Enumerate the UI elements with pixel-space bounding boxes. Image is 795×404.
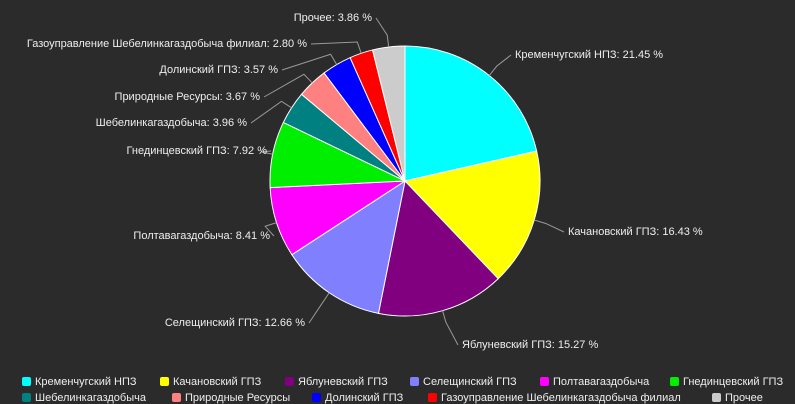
data-label: Гнединцевский ГПЗ: 7.92 %: [127, 145, 268, 157]
leader-line: [281, 53, 338, 71]
legend-swatch[interactable]: [22, 377, 31, 386]
data-label: Яблуневский ГПЗ: 15.27 %: [462, 339, 598, 351]
data-label: Селещинский ГПЗ: 12.66 %: [165, 317, 305, 329]
legend-swatch[interactable]: [670, 377, 679, 386]
leader-line: [308, 292, 330, 324]
pie-slice: [404, 150, 541, 280]
legend-swatch[interactable]: [428, 393, 437, 402]
legend-label[interactable]: Селещинский ГПЗ: [423, 376, 517, 388]
leader-line: [264, 222, 277, 237]
leader-line: [375, 17, 390, 48]
legend-swatch[interactable]: [540, 377, 549, 386]
data-label: Долинский ГПЗ: 3.57 %: [159, 64, 278, 76]
data-label: Кременчугский НПЗ: 21.45 %: [515, 49, 663, 61]
data-label: Качановский ГПЗ: 16.43 %: [568, 226, 703, 238]
pie-slice: [291, 179, 406, 314]
data-label: Прочее: 3.86 %: [294, 12, 372, 24]
legend-label[interactable]: Яблуневский ГПЗ: [298, 376, 388, 388]
legend-label[interactable]: Качановский ГПЗ: [173, 376, 262, 388]
leader-line: [263, 73, 313, 98]
legend-label[interactable]: Газоуправление Шебелинкагаздобыча филиал: [441, 392, 681, 404]
data-label: Природные Ресурсы: 3.67 %: [115, 91, 261, 103]
legend-label[interactable]: Кременчугский НПЗ: [35, 376, 137, 388]
leader-line: [488, 54, 512, 76]
leader-line: [310, 41, 362, 54]
data-label: Газоуправление Шебелинкагаздобыча филиал…: [27, 38, 307, 50]
leader-line: [442, 310, 459, 346]
leader-line: [260, 150, 273, 155]
data-label: Шебелинкагаздобыча: 3.96 %: [96, 117, 248, 129]
legend-label[interactable]: Полтавагаздобыча: [553, 376, 650, 388]
leader-line: [250, 100, 292, 124]
legend-label[interactable]: Долинский ГПЗ: [325, 392, 404, 404]
legend-label[interactable]: Прочее: [725, 392, 763, 404]
data-label: Полтавагаздобыча: 8.41 %: [133, 230, 270, 242]
legend-swatch[interactable]: [160, 377, 169, 386]
legend-swatch[interactable]: [312, 393, 321, 402]
pie-slice: [377, 179, 499, 317]
legend-label[interactable]: Шебелинкагаздобыча: [35, 392, 147, 404]
legend-label[interactable]: Природные Ресурсы: [185, 392, 290, 404]
legend-swatch[interactable]: [712, 393, 721, 402]
legend-swatch[interactable]: [172, 393, 181, 402]
legend-swatch[interactable]: [410, 377, 419, 386]
legend-swatch[interactable]: [285, 377, 294, 386]
pie-slice: [404, 45, 538, 182]
leader-line: [534, 219, 565, 233]
legend-label[interactable]: Гнединцевский ГПЗ: [683, 376, 783, 388]
legend-swatch[interactable]: [22, 393, 31, 402]
